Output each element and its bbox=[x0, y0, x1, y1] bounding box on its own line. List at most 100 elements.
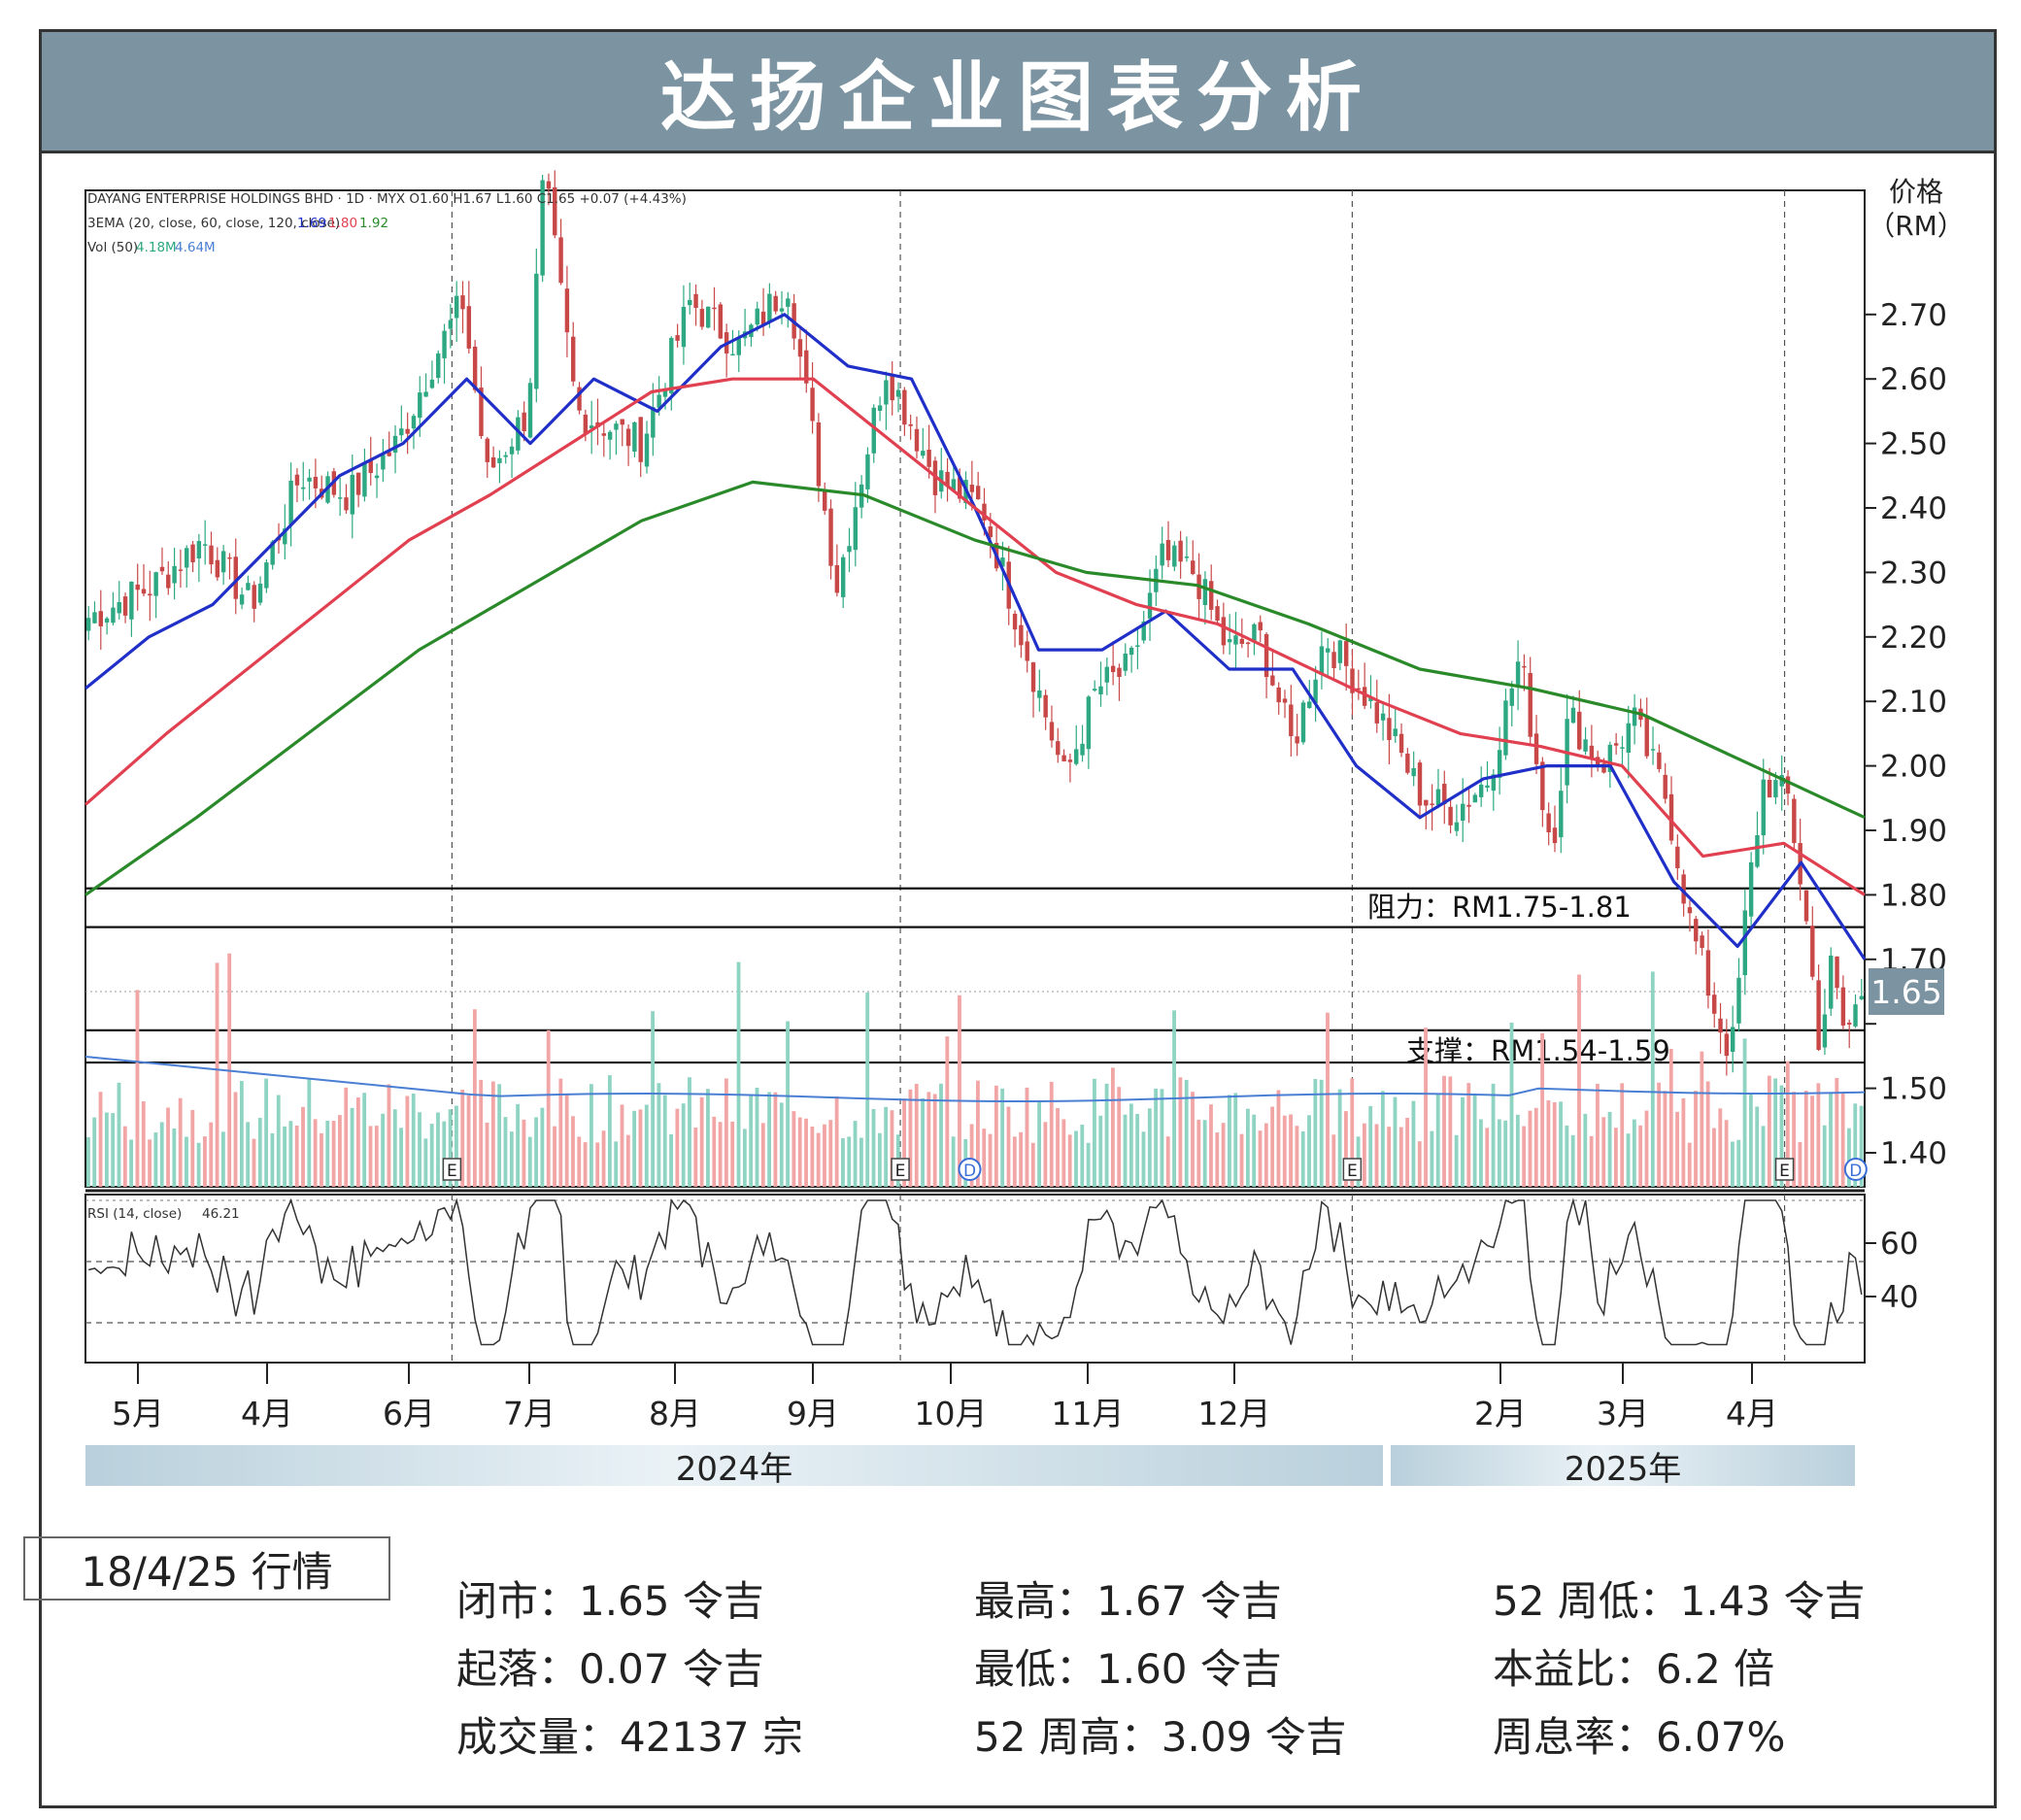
volume-bar bbox=[1859, 1105, 1864, 1187]
candle-body bbox=[736, 338, 741, 355]
volume-bar bbox=[1117, 1087, 1122, 1187]
ema-legend-label: 3EMA (20, close, 60, close, 120, close) bbox=[87, 216, 340, 231]
volume-bar bbox=[651, 1011, 656, 1187]
volume-bar bbox=[1270, 1106, 1275, 1187]
candle-body bbox=[1098, 686, 1103, 694]
volume-bar bbox=[270, 1132, 275, 1187]
candle-body bbox=[1448, 806, 1453, 826]
volume-bar bbox=[1417, 1141, 1422, 1187]
candle-body bbox=[1393, 728, 1398, 736]
volume-bar bbox=[828, 1120, 833, 1187]
marker-label: E bbox=[895, 1162, 906, 1181]
candle-body bbox=[264, 562, 269, 589]
volume-bar bbox=[1154, 1088, 1159, 1187]
volume-bar bbox=[257, 1118, 262, 1187]
candle-body bbox=[392, 435, 398, 454]
volume-bar bbox=[1718, 1108, 1723, 1187]
candle-body bbox=[374, 475, 380, 479]
volume-bar bbox=[1080, 1125, 1085, 1187]
volume-bar bbox=[804, 1118, 808, 1187]
candle-body bbox=[540, 180, 545, 276]
volume-bar bbox=[503, 1117, 508, 1187]
volume-bar bbox=[1135, 1113, 1140, 1187]
candle-body bbox=[1380, 713, 1386, 721]
volume-bar bbox=[215, 962, 219, 1187]
volume-bar bbox=[1344, 1111, 1348, 1187]
volume-bar bbox=[1533, 1107, 1538, 1187]
candle-body bbox=[1675, 846, 1680, 868]
candle-body bbox=[730, 354, 735, 356]
candle-body bbox=[1398, 733, 1404, 754]
volume-bar bbox=[1387, 1127, 1392, 1187]
volume-bar bbox=[1448, 1076, 1453, 1187]
x-tick-label-11: 4月 bbox=[1726, 1395, 1778, 1432]
candle-body bbox=[1160, 543, 1164, 566]
ema60-line bbox=[84, 377, 1866, 896]
candle-body bbox=[607, 431, 613, 440]
volume-bar bbox=[1147, 1108, 1152, 1187]
candle-body bbox=[1263, 634, 1269, 678]
volume-bar bbox=[718, 1122, 723, 1187]
candle-body bbox=[472, 346, 478, 390]
candle-body bbox=[1503, 700, 1508, 756]
candle-body bbox=[1172, 545, 1177, 567]
volume-value: 4.18M bbox=[136, 240, 177, 255]
volume-bar bbox=[1025, 1087, 1029, 1187]
candle-body bbox=[902, 389, 907, 425]
candle-body bbox=[853, 507, 859, 551]
volume-bar bbox=[141, 1101, 146, 1187]
marker-label: D bbox=[963, 1162, 976, 1181]
candle-body bbox=[669, 337, 674, 393]
volume-bar bbox=[1019, 1131, 1024, 1187]
candle-body bbox=[1435, 789, 1441, 805]
volume-bar bbox=[620, 1104, 624, 1187]
volume-bar bbox=[706, 1089, 710, 1187]
volume-bar bbox=[958, 994, 961, 1187]
candle-body bbox=[1307, 701, 1312, 709]
candle-body bbox=[1829, 955, 1834, 1009]
volume-bar bbox=[693, 1127, 698, 1187]
candle-body bbox=[810, 388, 815, 421]
marker-label: E bbox=[447, 1162, 457, 1181]
volume-bar bbox=[301, 1106, 305, 1187]
volume-bar bbox=[1736, 1139, 1741, 1187]
volume-bar bbox=[1601, 1117, 1606, 1187]
candle-body bbox=[890, 374, 894, 401]
volume-bar bbox=[1497, 1119, 1501, 1187]
volume-bar bbox=[1479, 1119, 1483, 1187]
candle-body bbox=[1528, 672, 1533, 737]
candle-body bbox=[1748, 861, 1754, 917]
volume-bar bbox=[1313, 1078, 1318, 1187]
volume-bar bbox=[884, 1106, 889, 1187]
year-label-2024: 2024年 bbox=[675, 1449, 793, 1489]
x-tick-label-8: 12月 bbox=[1198, 1395, 1271, 1432]
volume-bar bbox=[1263, 1123, 1268, 1187]
candle-body bbox=[1128, 647, 1134, 656]
volume-bar bbox=[338, 1115, 342, 1187]
candle-body bbox=[1405, 753, 1410, 773]
volume-bar bbox=[313, 1119, 318, 1187]
candle-body bbox=[166, 574, 171, 589]
volume-bar bbox=[368, 1126, 373, 1187]
support-label: 支撑：RM1.54-1.59 bbox=[1406, 1034, 1670, 1067]
candle-body bbox=[797, 339, 803, 357]
candle-body bbox=[288, 480, 293, 525]
volume-bar bbox=[1663, 1091, 1667, 1187]
candle-body bbox=[1657, 752, 1662, 769]
candle-body bbox=[688, 299, 692, 306]
volume-bar bbox=[571, 1116, 575, 1187]
volume-bar bbox=[1209, 1104, 1213, 1187]
candle-body bbox=[1245, 642, 1251, 645]
volume-bar bbox=[1067, 1134, 1072, 1187]
ema60-value: 1.80 bbox=[328, 216, 357, 231]
volume-bar bbox=[914, 1083, 919, 1187]
volume-bar bbox=[1700, 1051, 1704, 1187]
volume-bar bbox=[1307, 1115, 1311, 1187]
candle-body bbox=[1626, 723, 1631, 753]
candle-body bbox=[1387, 718, 1392, 741]
volume-bar bbox=[564, 1094, 569, 1187]
marker-label: D bbox=[1849, 1162, 1862, 1181]
candle-body bbox=[1497, 750, 1502, 778]
volume-bar bbox=[859, 1137, 863, 1187]
candle-body bbox=[1178, 540, 1183, 562]
